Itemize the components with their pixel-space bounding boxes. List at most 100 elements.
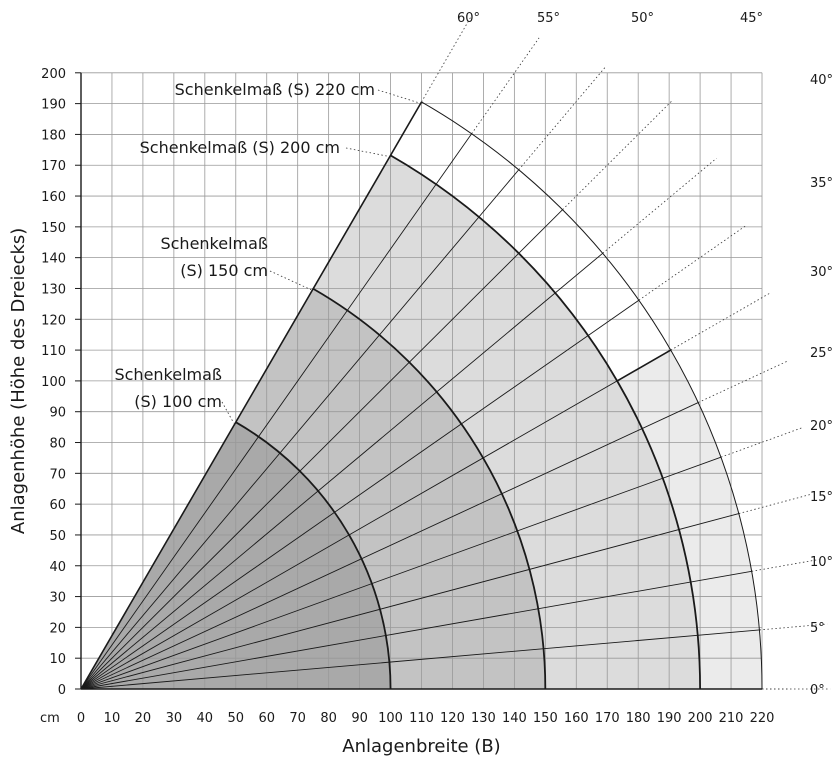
y-tick-label: 140 (41, 252, 66, 267)
x-tick-label: 80 (320, 711, 337, 726)
angle-label: 60° (457, 11, 480, 26)
y-tick-label: 160 (41, 190, 66, 205)
x-tick-label: 40 (197, 711, 214, 726)
angle-ray-extension (698, 360, 789, 403)
x-tick-label: 60 (258, 711, 275, 726)
annotation-leader (377, 89, 420, 104)
annotation-text: Schenkelmaß (S) 220 cm (175, 80, 375, 99)
annotation-text: Schenkelmaß (160, 234, 268, 253)
angle-label: 50° (631, 11, 654, 26)
angle-ray-extension (421, 16, 472, 103)
annotations: Schenkelmaß (S) 220 cm Schenkelmaß (S) 20… (114, 80, 420, 424)
band-edge-30 (616, 349, 672, 382)
angle-label: 0° (810, 683, 825, 698)
angle-label: 35° (810, 176, 832, 191)
y-tick-label: 40 (49, 560, 66, 575)
x-tick-label: 160 (564, 711, 589, 726)
y-tick-label: 50 (49, 529, 66, 544)
angle-rays (80, 16, 831, 690)
radius-arc-150 (312, 287, 547, 690)
angle-ray (80, 349, 671, 690)
angle-ray (80, 629, 760, 690)
x-tick-label: 70 (289, 711, 306, 726)
angle-ray-extension (562, 100, 673, 210)
x-tick-label: 20 (135, 711, 152, 726)
angle-label: 30° (810, 265, 832, 280)
angle-label: 45° (740, 11, 763, 26)
x-axis-title: Anlagenbreite (B) (342, 736, 500, 757)
angle-ray-extension (720, 427, 803, 458)
angle-label: 15° (810, 490, 832, 505)
y-tick-label: 200 (41, 67, 66, 82)
y-tick-label: 90 (49, 406, 66, 421)
radius-arcs (235, 101, 763, 690)
angle-ray (80, 101, 423, 690)
angle-label: 25° (810, 346, 832, 361)
y-tick-label: 180 (41, 128, 66, 143)
angle-ray-extension (751, 559, 819, 572)
x-tick-label: 210 (719, 711, 744, 726)
angle-label: 10° (810, 555, 832, 570)
angle-ray (80, 209, 563, 690)
angle-ray (80, 133, 472, 690)
y-tick-label: 80 (49, 437, 66, 452)
y-tick-label: 100 (41, 375, 66, 390)
annotation-leader (345, 147, 389, 157)
annotation-text: Schenkelmaß (S) 200 cm (140, 138, 340, 157)
angle-ray (80, 169, 520, 690)
angle-ray-extension (759, 623, 828, 631)
angle-labels: 0° 5° 10° 15° 20° 25° 30° 35° 40° 45° 50° 55° 60° (457, 11, 832, 698)
angle-ray (80, 456, 722, 690)
x-tick-label: 30 (166, 711, 183, 726)
annotation-leader (221, 401, 235, 424)
annotation-leader (269, 270, 312, 291)
y-tick-label: 60 (49, 498, 66, 513)
annotation-text: (S) 150 cm (180, 261, 268, 280)
angle-ray (80, 513, 739, 690)
y-tick-label: 20 (49, 621, 66, 636)
x-tick-label: 140 (502, 711, 527, 726)
x-tick-label: 90 (351, 711, 368, 726)
y-tick-label: 150 (41, 221, 66, 236)
x-tick-label: 190 (657, 711, 682, 726)
y-tick-label: 130 (41, 282, 66, 297)
x-tick-label: 100 (378, 711, 403, 726)
angle-label: 5° (810, 621, 825, 636)
axes (75, 72, 789, 690)
x-tick-label: 120 (440, 711, 465, 726)
y-tick-label: 30 (49, 591, 66, 606)
x-tick-label: 150 (533, 711, 558, 726)
y-tick-label: 10 (49, 652, 66, 667)
unit-label: cm (40, 711, 60, 726)
angle-ray-extension (638, 225, 746, 301)
x-tick-label: 0 (77, 711, 85, 726)
x-tick-label: 10 (104, 711, 121, 726)
radius-arc-100 (235, 421, 392, 690)
angle-ray (80, 402, 699, 690)
angle-ray-extension (738, 494, 811, 514)
angle-ray-extension (518, 65, 607, 171)
y-tick-label: 70 (49, 467, 66, 482)
x-tick-label: 200 (688, 711, 713, 726)
angle-ray-extension (670, 292, 771, 351)
annotation-text: Schenkelmaß (114, 365, 222, 384)
x-tick-label: 220 (750, 711, 775, 726)
y-tick-label: 190 (41, 98, 66, 113)
grid (80, 72, 763, 690)
y-axis-title: Anlagenhöhe (Höhe des Dreiecks) (8, 228, 29, 534)
angle-ray-extension (471, 37, 540, 134)
angle-ray (80, 299, 640, 690)
x-tick-label: 110 (409, 711, 434, 726)
y-tick-label: 0 (58, 683, 66, 698)
angle-ray (80, 252, 603, 690)
angle-ray-extension (602, 157, 717, 254)
x-tick-label: 170 (595, 711, 620, 726)
y-tick-label: 120 (41, 313, 66, 328)
x-tick-label: 180 (626, 711, 651, 726)
x-tick-label: 130 (471, 711, 496, 726)
annotation-text: (S) 100 cm (134, 392, 222, 411)
y-tick-labels: 0 10 20 30 40 50 60 70 80 90 100 110 120 130 140 150 160… (41, 67, 66, 698)
angle-label: 55° (537, 11, 560, 26)
angle-label: 20° (810, 419, 832, 434)
